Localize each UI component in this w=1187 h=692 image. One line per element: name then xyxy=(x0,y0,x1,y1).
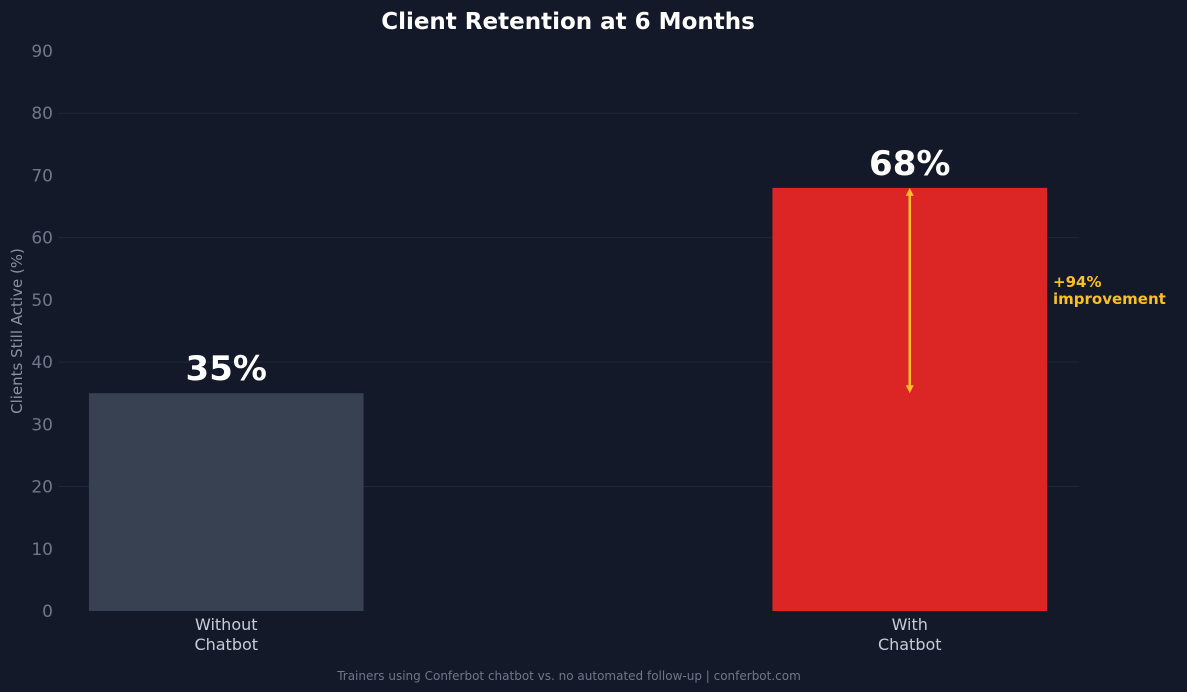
y-tick-label: 50 xyxy=(31,291,53,311)
bars xyxy=(88,187,1048,611)
improvement-annotation: +94% improvement xyxy=(905,187,1166,394)
y-axis-label: Clients Still Active (%) xyxy=(8,248,26,414)
y-tick-label: 40 xyxy=(31,353,53,373)
y-tick-label: 30 xyxy=(31,415,53,435)
y-tick-label: 70 xyxy=(31,166,53,186)
data-label: 68% xyxy=(869,144,950,184)
x-tick-label: With Chatbot xyxy=(878,615,942,654)
x-axis-ticks: Without Chatbot With Chatbot xyxy=(194,615,941,654)
improvement-label: +94% improvement xyxy=(1053,273,1166,308)
y-tick-label: 20 xyxy=(31,478,53,498)
arrow-head-up xyxy=(905,187,914,196)
data-label: 35% xyxy=(186,349,267,389)
arrow-head-down xyxy=(905,385,914,394)
data-labels: 35% 68% xyxy=(186,144,951,389)
y-tick-label: 0 xyxy=(42,602,53,622)
y-tick-label: 10 xyxy=(31,540,53,560)
x-tick-label: Without Chatbot xyxy=(194,615,258,654)
bar xyxy=(88,393,364,611)
y-tick-label: 90 xyxy=(31,42,53,62)
y-tick-label: 80 xyxy=(31,104,53,124)
chart-footer: Trainers using Conferbot chatbot vs. no … xyxy=(336,669,801,683)
y-tick-label: 60 xyxy=(31,229,53,249)
y-axis-ticks: 0 10 20 30 40 50 60 70 80 90 xyxy=(31,42,53,622)
chart-title: Client Retention at 6 Months xyxy=(381,9,755,35)
